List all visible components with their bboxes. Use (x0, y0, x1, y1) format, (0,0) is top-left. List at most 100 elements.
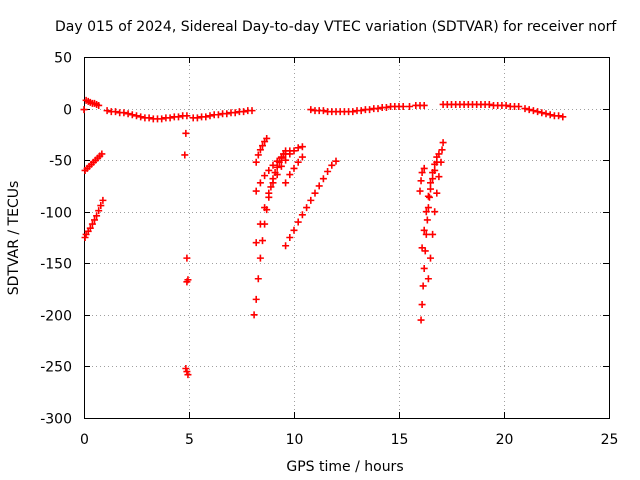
data-point-marker (502, 101, 510, 109)
data-point-marker (416, 187, 424, 195)
data-point-marker (286, 171, 294, 179)
data-point-marker (183, 278, 191, 286)
data-point-marker (307, 196, 315, 204)
data-point-marker (252, 158, 260, 166)
y-tick-label: -100 (40, 206, 72, 222)
data-point-marker (332, 157, 340, 165)
data-point-marker (420, 226, 428, 234)
data-point-marker (423, 216, 431, 224)
data-point-marker (418, 301, 426, 309)
data-points (80, 96, 567, 379)
data-point-marker (98, 150, 106, 158)
data-point-marker (298, 143, 306, 151)
data-point-marker (424, 275, 432, 283)
data-point-marker (252, 239, 260, 247)
x-tick-label: 0 (80, 432, 89, 448)
y-tick-label: 50 (54, 51, 72, 67)
series-group (181, 129, 192, 379)
data-point-marker (424, 204, 432, 212)
data-point-marker (294, 144, 302, 152)
data-point-marker (250, 311, 258, 319)
data-point-marker (298, 153, 306, 161)
data-point-marker (95, 101, 103, 109)
data-point-marker (427, 179, 434, 187)
data-point-marker (145, 114, 153, 122)
data-point-marker (420, 164, 428, 172)
data-point-marker (269, 179, 277, 187)
y-tick-label: -200 (40, 309, 72, 325)
data-point-marker (349, 108, 357, 116)
data-point-marker (420, 264, 428, 272)
data-point-marker (133, 112, 140, 120)
data-point-marker (252, 187, 260, 195)
data-point-marker (431, 208, 439, 216)
data-point-marker (128, 111, 136, 119)
data-point-marker (311, 189, 319, 197)
data-point-marker (419, 282, 427, 290)
data-point-marker (91, 216, 98, 224)
data-point-marker (248, 107, 256, 115)
data-point-marker (422, 208, 430, 216)
data-point-marker (294, 218, 302, 226)
data-point-marker (286, 234, 294, 241)
data-point-marker (290, 164, 298, 172)
x-tick-label: 15 (391, 432, 409, 448)
data-point-marker (223, 110, 231, 118)
data-point-marker (254, 151, 262, 159)
data-point-marker (282, 150, 290, 158)
data-point-marker (429, 230, 437, 238)
grid-lines (84, 57, 609, 418)
data-point-marker (120, 109, 128, 117)
data-point-marker (525, 106, 533, 114)
data-point-marker (374, 105, 382, 113)
series-group (81, 150, 107, 241)
data-point-marker (315, 182, 323, 190)
data-point-marker (93, 212, 101, 220)
data-point-marker (555, 112, 563, 120)
data-point-marker (166, 114, 174, 122)
data-point-marker (303, 204, 311, 212)
axis-ticks (84, 57, 610, 419)
data-point-marker (269, 161, 277, 169)
data-point-marker (95, 207, 103, 215)
data-point-marker (183, 254, 191, 262)
data-point-marker (265, 166, 273, 174)
data-point-marker (418, 244, 426, 252)
data-point-marker (259, 237, 266, 245)
data-point-marker (429, 175, 437, 183)
y-tick-label: -250 (40, 360, 72, 376)
data-point-marker (277, 153, 285, 161)
data-point-marker (425, 193, 433, 201)
data-point-marker (433, 153, 441, 161)
data-point-marker (406, 103, 413, 111)
data-point-marker (282, 156, 290, 164)
data-point-marker (420, 101, 428, 109)
data-point-marker (435, 173, 443, 181)
data-point-marker (267, 183, 275, 191)
data-point-marker (424, 192, 432, 200)
y-tick-label: -150 (40, 257, 72, 273)
data-point-marker (515, 103, 523, 111)
data-point-marker (112, 108, 119, 116)
data-point-marker (277, 162, 285, 170)
data-point-marker (290, 226, 298, 234)
series-group (282, 157, 340, 250)
y-tick-label: -50 (49, 154, 72, 170)
data-point-marker (259, 142, 266, 150)
data-point-marker (273, 163, 281, 171)
data-point-marker (319, 175, 327, 183)
data-point-marker (417, 316, 425, 324)
series-group (80, 96, 567, 123)
data-point-marker (137, 113, 145, 121)
y-tick-label: 0 (63, 103, 72, 119)
data-point-marker (366, 106, 374, 114)
x-tick-label: 20 (496, 432, 514, 448)
x-axis-label: GPS time / hours (286, 459, 403, 475)
data-point-marker (103, 107, 111, 115)
y-tick-label: -300 (40, 412, 72, 428)
data-point-marker (181, 151, 189, 159)
data-point-marker (282, 242, 290, 250)
data-point-marker (240, 108, 248, 116)
data-point-marker (399, 103, 407, 111)
